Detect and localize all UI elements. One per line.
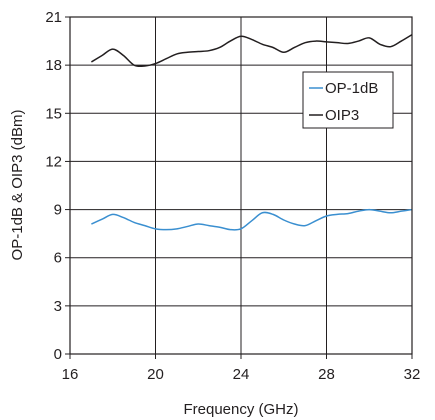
x-tick-label: 24 [233,366,250,383]
series-line-op-1db [91,208,413,231]
legend-label-oip3: OIP3 [325,107,359,124]
legend: OP-1dB OIP3 [302,71,394,129]
y-tick-label: 9 [54,202,62,219]
y-tick-label: 15 [45,105,62,122]
y-tick-label: 21 [45,9,62,26]
y-tick-label: 0 [54,346,62,363]
y-tick-label: 6 [54,250,62,267]
x-tick-label: 32 [404,366,421,383]
ticks: 0 3 6 9 12 15 18 21 16 20 24 28 32 [45,9,420,383]
legend-label-op1db: OP-1dB [325,80,378,97]
x-tick-label: 16 [62,366,79,383]
x-axis-label: Frequency (GHz) [183,401,298,418]
legend-box [302,71,394,129]
x-tick-label: 20 [147,366,164,383]
x-tick-label: 28 [318,366,335,383]
y-tick-label: 18 [45,57,62,74]
series-line-oip3 [90,34,413,68]
y-tick-label: 3 [54,298,62,315]
y-tick-label: 12 [45,153,62,170]
y-axis-label: OP-1dB & OIP3 (dBm) [9,110,26,261]
series-layer [90,34,413,231]
